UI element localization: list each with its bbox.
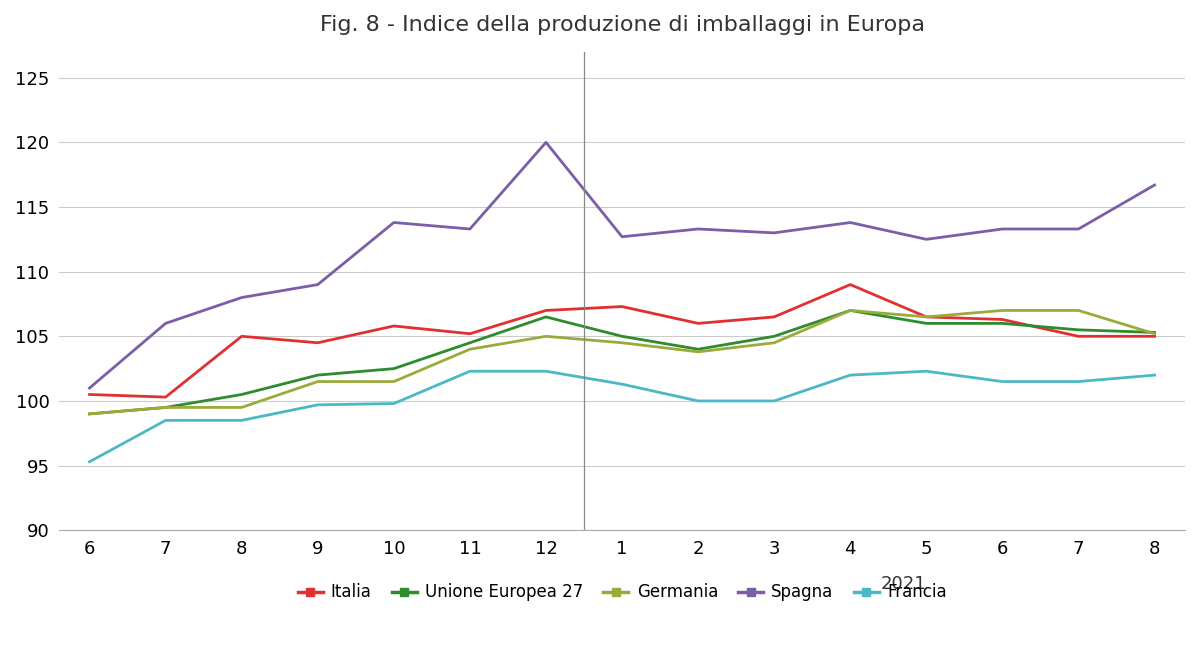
Text: 2021: 2021 — [881, 575, 926, 593]
Legend: Italia, Unione Europea 27, Germania, Spagna, Francia: Italia, Unione Europea 27, Germania, Spa… — [290, 577, 953, 608]
Title: Fig. 8 - Indice della produzione di imballaggi in Europa: Fig. 8 - Indice della produzione di imba… — [319, 15, 924, 35]
